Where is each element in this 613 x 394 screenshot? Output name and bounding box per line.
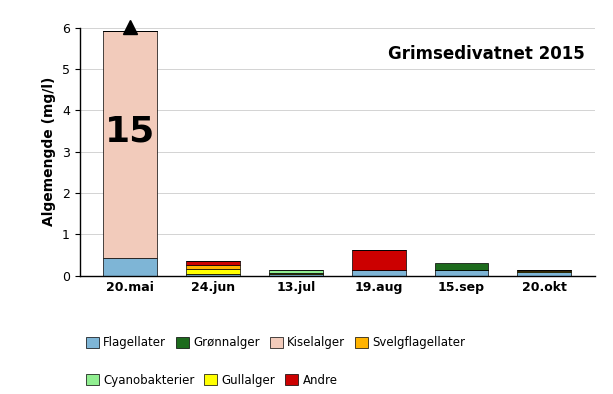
Bar [186,265,240,269]
Bar [103,258,157,276]
Bar [268,274,322,276]
Bar [435,262,489,269]
Bar [517,272,571,276]
Bar [268,273,322,274]
Legend: Cyanobakterier, Gullalger, Andre: Cyanobakterier, Gullalger, Andre [86,374,338,387]
Text: Grimsedivatnet 2015: Grimsedivatnet 2015 [387,45,584,63]
Bar [268,269,322,270]
Bar [186,269,240,274]
Bar [517,271,571,272]
Bar [186,274,240,276]
Bar [186,261,240,265]
Y-axis label: Algemengde (mg/l): Algemengde (mg/l) [42,77,56,227]
Bar [268,270,322,273]
Bar [517,270,571,271]
Bar [352,270,406,276]
Bar [352,250,406,270]
Bar [435,269,489,276]
Bar [103,31,157,258]
Text: 15: 15 [105,114,155,148]
